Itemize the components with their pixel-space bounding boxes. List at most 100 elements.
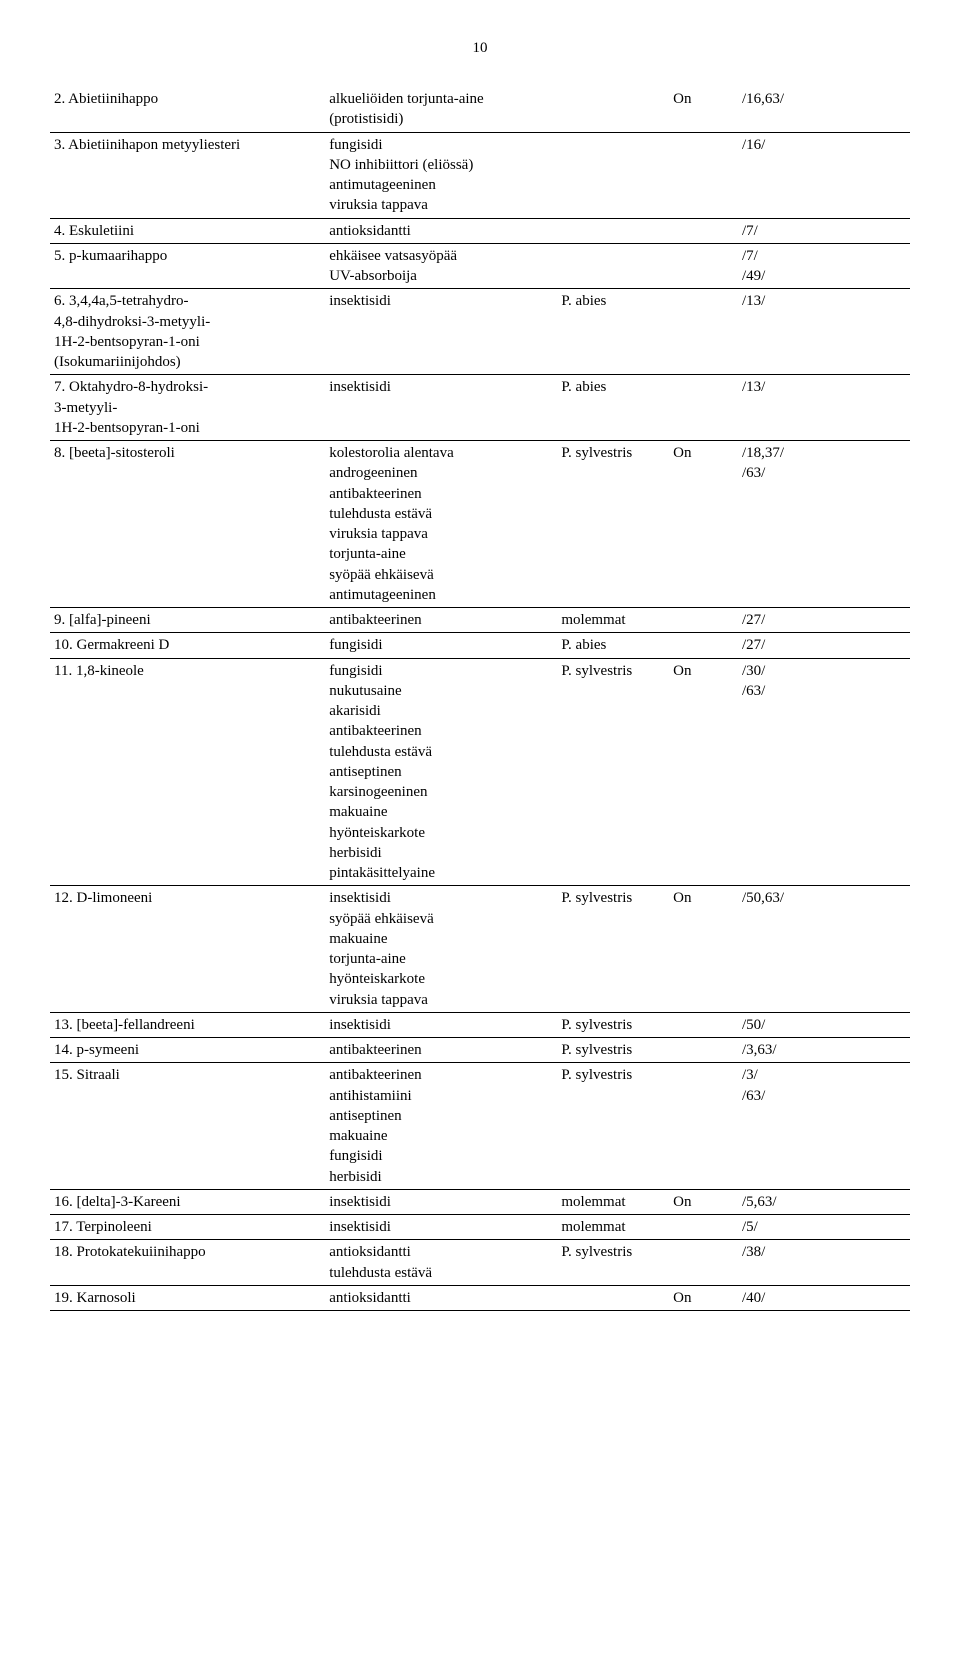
compound-name: 18. Protokatekuiinihappo bbox=[50, 1240, 325, 1285]
compound-on: On bbox=[669, 1189, 738, 1214]
compound-ref: /40/ bbox=[738, 1285, 910, 1310]
compound-on bbox=[669, 218, 738, 243]
compound-name: 6. 3,4,4a,5-tetrahydro- 4,8-dihydroksi-3… bbox=[50, 289, 325, 375]
compound-species: P. sylvestris bbox=[557, 1038, 669, 1063]
compound-desc: insektisidi bbox=[325, 1012, 557, 1037]
compound-name: 12. D-limoneeni bbox=[50, 886, 325, 1012]
compound-species bbox=[557, 87, 669, 132]
compound-desc: antibakteerinen bbox=[325, 1038, 557, 1063]
compound-on bbox=[669, 1240, 738, 1285]
compound-species: molemmat bbox=[557, 608, 669, 633]
compound-on bbox=[669, 608, 738, 633]
table-row: 10. Germakreeni DfungisidiP. abies/27/ bbox=[50, 633, 910, 658]
compound-desc: fungisidi NO inhibiittori (eliössä) anti… bbox=[325, 132, 557, 218]
compound-ref: /27/ bbox=[738, 608, 910, 633]
compound-on bbox=[669, 633, 738, 658]
compound-desc: insektisidi bbox=[325, 289, 557, 375]
compound-ref: /7/ bbox=[738, 218, 910, 243]
compound-species bbox=[557, 243, 669, 288]
compound-species bbox=[557, 132, 669, 218]
compound-species: P. sylvestris bbox=[557, 1063, 669, 1189]
compound-name: 5. p-kumaarihappo bbox=[50, 243, 325, 288]
table-row: 13. [beeta]-fellandreeniinsektisidiP. sy… bbox=[50, 1012, 910, 1037]
compound-name: 8. [beeta]-sitosteroli bbox=[50, 441, 325, 608]
compound-species: P. sylvestris bbox=[557, 1240, 669, 1285]
compound-name: 17. Terpinoleeni bbox=[50, 1215, 325, 1240]
compound-on bbox=[669, 1063, 738, 1189]
compound-name: 9. [alfa]-pineeni bbox=[50, 608, 325, 633]
compound-desc: fungisidi bbox=[325, 633, 557, 658]
compound-on: On bbox=[669, 658, 738, 885]
compound-desc: antioksidantti bbox=[325, 218, 557, 243]
table-row: 11. 1,8-kineolefungisidi nukutusaine aka… bbox=[50, 658, 910, 885]
compound-on bbox=[669, 132, 738, 218]
table-row: 9. [alfa]-pineeniantibakteerinenmolemmat… bbox=[50, 608, 910, 633]
compound-on: On bbox=[669, 87, 738, 132]
compound-species bbox=[557, 218, 669, 243]
compound-on bbox=[669, 1215, 738, 1240]
compound-species: P. sylvestris bbox=[557, 1012, 669, 1037]
compound-on bbox=[669, 243, 738, 288]
compound-on bbox=[669, 1012, 738, 1037]
compound-ref: /13/ bbox=[738, 289, 910, 375]
compound-desc: antibakteerinen bbox=[325, 608, 557, 633]
compound-on bbox=[669, 1038, 738, 1063]
compound-name: 7. Oktahydro-8-hydroksi- 3-metyyli- 1H-2… bbox=[50, 375, 325, 440]
compound-species: molemmat bbox=[557, 1189, 669, 1214]
compound-desc: kolestorolia alentava androgeeninen anti… bbox=[325, 441, 557, 608]
table-row: 4. Eskuletiiniantioksidantti/7/ bbox=[50, 218, 910, 243]
compound-ref: /13/ bbox=[738, 375, 910, 440]
compound-on bbox=[669, 375, 738, 440]
compound-desc: alkueliöiden torjunta-aine (protistisidi… bbox=[325, 87, 557, 132]
table-row: 2. Abietiinihappoalkueliöiden torjunta-a… bbox=[50, 87, 910, 132]
compound-ref: /50,63/ bbox=[738, 886, 910, 1012]
compound-ref: /5,63/ bbox=[738, 1189, 910, 1214]
table-row: 16. [delta]-3-Kareeniinsektisidimolemmat… bbox=[50, 1189, 910, 1214]
table-row: 14. p-symeeniantibakteerinenP. sylvestri… bbox=[50, 1038, 910, 1063]
table-row: 5. p-kumaarihappoehkäisee vatsasyöpää UV… bbox=[50, 243, 910, 288]
compound-desc: fungisidi nukutusaine akarisidi antibakt… bbox=[325, 658, 557, 885]
compound-desc: antioksidantti bbox=[325, 1285, 557, 1310]
compounds-table: 2. Abietiinihappoalkueliöiden torjunta-a… bbox=[50, 87, 910, 1311]
compound-on: On bbox=[669, 1285, 738, 1310]
row-separator bbox=[50, 1310, 910, 1311]
compound-ref: /7/ /49/ bbox=[738, 243, 910, 288]
compound-name: 4. Eskuletiini bbox=[50, 218, 325, 243]
compound-desc: insektisidi bbox=[325, 1189, 557, 1214]
compound-name: 10. Germakreeni D bbox=[50, 633, 325, 658]
compound-name: 19. Karnosoli bbox=[50, 1285, 325, 1310]
compound-species: molemmat bbox=[557, 1215, 669, 1240]
compound-ref: /18,37/ /63/ bbox=[738, 441, 910, 608]
compound-ref: /50/ bbox=[738, 1012, 910, 1037]
compound-ref: /30/ /63/ bbox=[738, 658, 910, 885]
compound-species: P. sylvestris bbox=[557, 658, 669, 885]
compound-ref: /3/ /63/ bbox=[738, 1063, 910, 1189]
compound-name: 3. Abietiinihapon metyyliesteri bbox=[50, 132, 325, 218]
compound-desc: antioksidantti tulehdusta estävä bbox=[325, 1240, 557, 1285]
compound-species: P. sylvestris bbox=[557, 886, 669, 1012]
page-number: 10 bbox=[50, 40, 910, 57]
compound-species bbox=[557, 1285, 669, 1310]
compound-on bbox=[669, 289, 738, 375]
compound-ref: /38/ bbox=[738, 1240, 910, 1285]
compound-ref: /3,63/ bbox=[738, 1038, 910, 1063]
compound-desc: insektisidi bbox=[325, 1215, 557, 1240]
compound-ref: /16/ bbox=[738, 132, 910, 218]
table-row: 12. D-limoneeniinsektisidi syöpää ehkäis… bbox=[50, 886, 910, 1012]
compound-ref: /5/ bbox=[738, 1215, 910, 1240]
table-row: 8. [beeta]-sitosterolikolestorolia alent… bbox=[50, 441, 910, 608]
compound-species: P. abies bbox=[557, 633, 669, 658]
compound-species: P. abies bbox=[557, 289, 669, 375]
compound-name: 2. Abietiinihappo bbox=[50, 87, 325, 132]
table-row: 3. Abietiinihapon metyyliesterifungisidi… bbox=[50, 132, 910, 218]
compound-name: 13. [beeta]-fellandreeni bbox=[50, 1012, 325, 1037]
compound-name: 11. 1,8-kineole bbox=[50, 658, 325, 885]
compound-name: 14. p-symeeni bbox=[50, 1038, 325, 1063]
compound-desc: ehkäisee vatsasyöpää UV-absorboija bbox=[325, 243, 557, 288]
table-row: 18. Protokatekuiinihappoantioksidantti t… bbox=[50, 1240, 910, 1285]
table-row: 17. Terpinoleeniinsektisidimolemmat/5/ bbox=[50, 1215, 910, 1240]
compound-name: 16. [delta]-3-Kareeni bbox=[50, 1189, 325, 1214]
compound-desc: insektisidi bbox=[325, 375, 557, 440]
compound-name: 15. Sitraali bbox=[50, 1063, 325, 1189]
compound-on: On bbox=[669, 886, 738, 1012]
